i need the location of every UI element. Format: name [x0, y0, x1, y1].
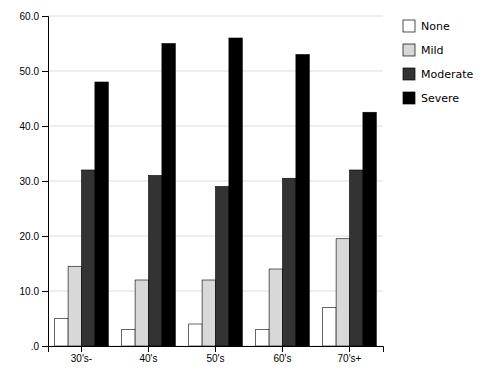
- tick-mark: [42, 181, 48, 182]
- legend-item: Severe: [403, 92, 459, 105]
- tick-mark: [42, 236, 48, 237]
- tick: 50.0: [20, 66, 48, 77]
- bar: [256, 330, 269, 347]
- bar: [269, 269, 282, 346]
- bar: [68, 266, 81, 346]
- tick-label: 40.0: [20, 121, 40, 132]
- grid: [48, 16, 383, 346]
- bar: [122, 330, 135, 347]
- legend: None Mild Moderate Severe: [403, 20, 474, 105]
- tick-mark: [42, 291, 48, 292]
- bar: [202, 280, 215, 346]
- tick: 20.0: [20, 231, 48, 242]
- bar: [95, 82, 108, 346]
- tick-label: 70's+: [338, 353, 362, 364]
- grid-line: [48, 16, 383, 17]
- tick: 50's: [206, 346, 224, 364]
- tick-label: 50's: [206, 353, 224, 364]
- bar: [283, 178, 296, 346]
- tick-label: 40's: [139, 353, 157, 364]
- legend-swatch: [403, 44, 415, 56]
- plot: .0 10.0 20.0 30.0 40.0 50.0 60.0 30's- 40's 50's 6…: [20, 11, 384, 364]
- axis-line: [49, 347, 384, 353]
- tick-label: 30's-: [71, 353, 92, 364]
- legend-label: Severe: [421, 92, 459, 105]
- tick-label: 60's: [273, 353, 291, 364]
- tick: 40's: [139, 346, 157, 364]
- grid-line: [48, 71, 383, 72]
- bar: [135, 280, 148, 346]
- bar: [216, 187, 229, 347]
- bar: [55, 319, 68, 347]
- legend-swatch: [403, 20, 415, 32]
- tick-mark: [42, 126, 48, 127]
- legend-label: Moderate: [421, 68, 474, 81]
- legend-item: Moderate: [403, 68, 474, 81]
- bar-series: [82, 170, 363, 346]
- tick-label: 50.0: [20, 66, 40, 77]
- tick: 40.0: [20, 121, 48, 132]
- legend-item: None: [403, 20, 450, 33]
- bar: [323, 308, 336, 347]
- bar: [296, 55, 309, 347]
- tick-mark: [349, 346, 350, 352]
- bar: [149, 176, 162, 347]
- bars: [55, 38, 377, 346]
- tick-mark: [215, 346, 216, 352]
- bar: [229, 38, 242, 346]
- chart: .0 10.0 20.0 30.0 40.0 50.0 60.0 30's- 40's 50's 6…: [0, 0, 500, 378]
- tick-label: .0: [31, 341, 40, 352]
- tick: 30's-: [71, 346, 92, 364]
- axis-line: [42, 17, 49, 347]
- x-axis: 30's- 40's 50's 60's 70's+: [49, 346, 384, 364]
- tick-label: 30.0: [20, 176, 40, 187]
- bar: [363, 112, 376, 346]
- tick: 60.0: [20, 11, 48, 22]
- tick-mark: [81, 346, 82, 352]
- bar: [82, 170, 95, 346]
- bar: [189, 324, 202, 346]
- bar: [162, 44, 175, 347]
- tick-mark: [282, 346, 283, 352]
- legend-swatch: [403, 68, 415, 80]
- legend-item: Mild: [403, 44, 444, 57]
- legend-swatch: [403, 92, 415, 104]
- legend-label: Mild: [421, 44, 444, 57]
- tick-label: 20.0: [20, 231, 40, 242]
- tick-mark: [148, 346, 149, 352]
- tick: 70's+: [338, 346, 362, 364]
- tick-label: 60.0: [20, 11, 40, 22]
- bar-series: [95, 38, 376, 346]
- bar: [336, 239, 349, 346]
- tick-mark: [42, 71, 48, 72]
- tick-label: 10.0: [20, 286, 40, 297]
- tick-mark: [42, 346, 48, 347]
- tick: .0: [31, 341, 48, 352]
- tick: 10.0: [20, 286, 48, 297]
- tick: 30.0: [20, 176, 48, 187]
- bar: [350, 170, 363, 346]
- y-axis: .0 10.0 20.0 30.0 40.0 50.0 60.0: [20, 11, 49, 352]
- tick-mark: [42, 16, 48, 17]
- legend-label: None: [421, 20, 450, 33]
- tick: 60's: [273, 346, 291, 364]
